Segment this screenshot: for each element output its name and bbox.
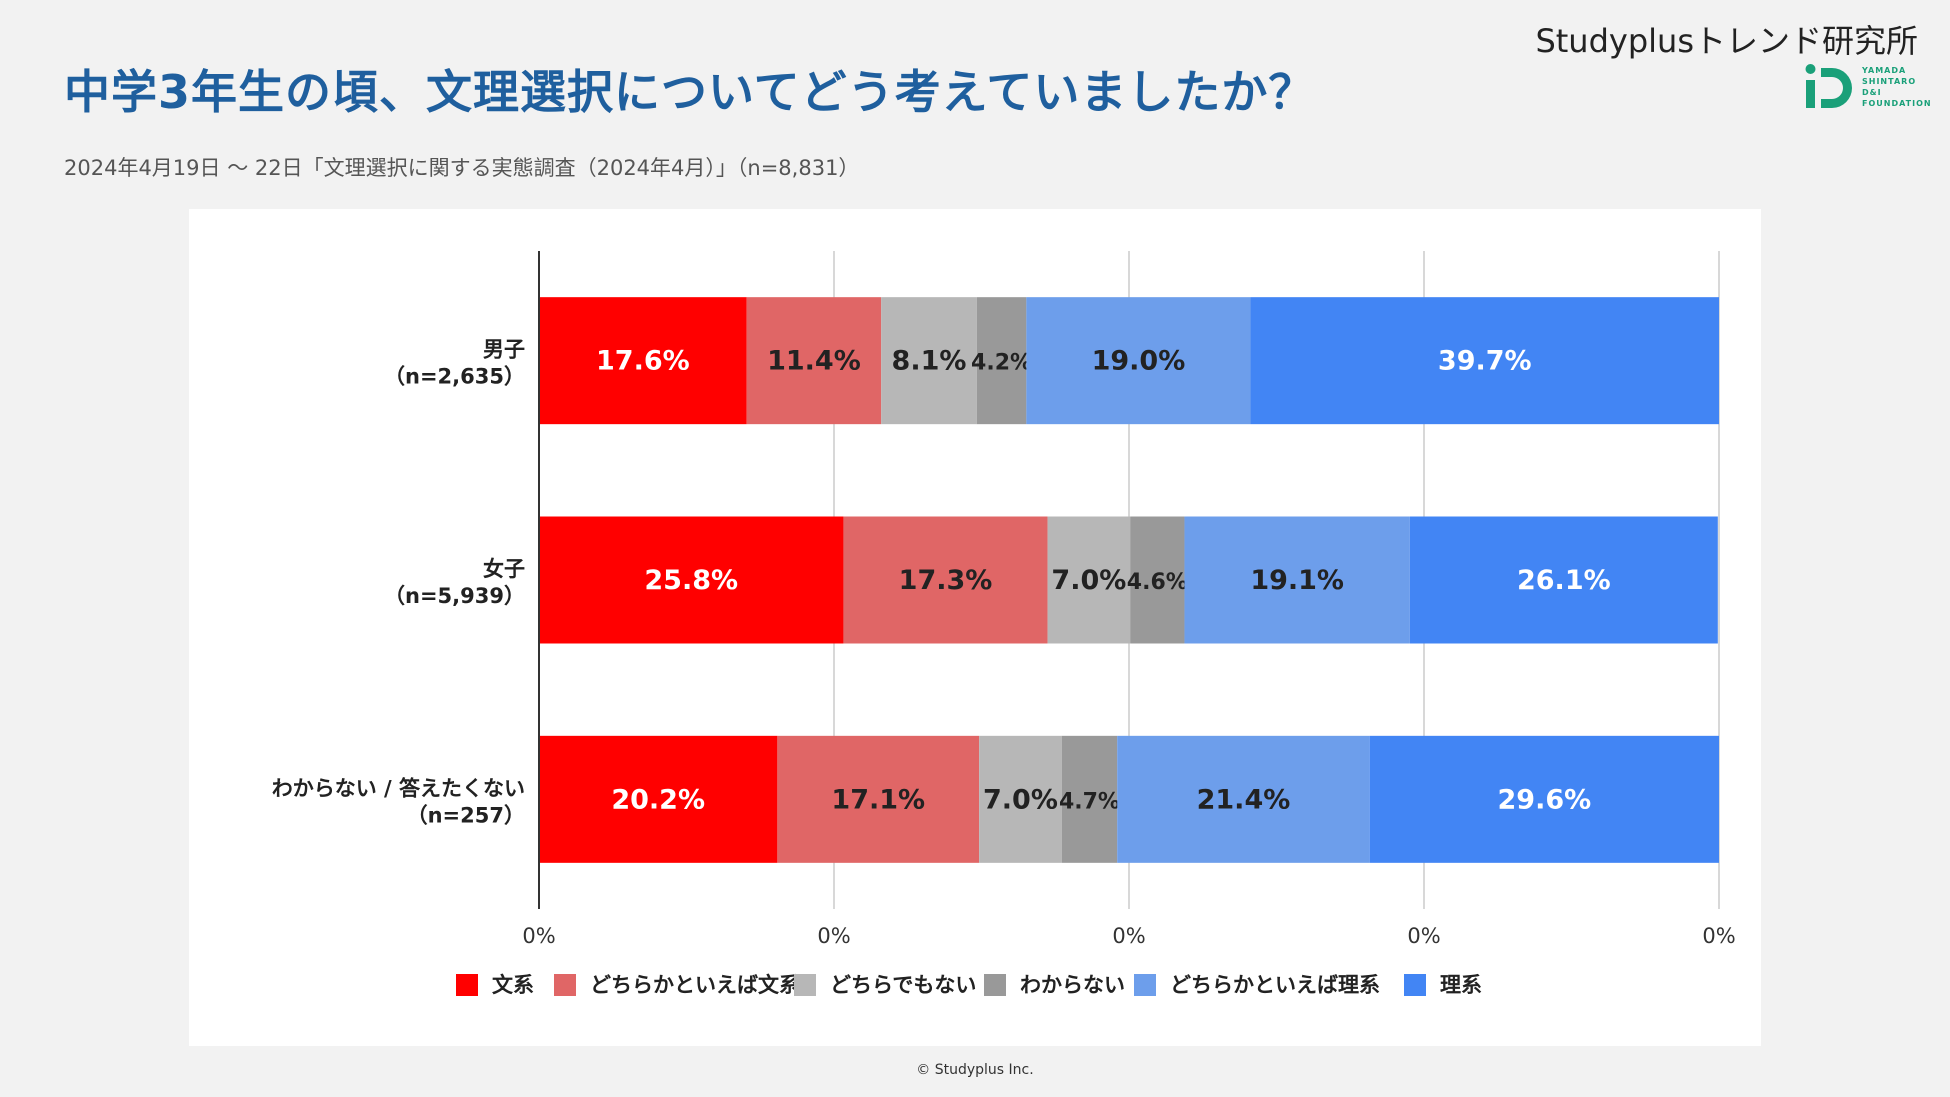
data-label: 4.2% <box>971 351 1032 376</box>
legend-label: わからない <box>1020 973 1125 997</box>
data-label: 39.7% <box>1438 346 1532 377</box>
data-label: 7.0% <box>1051 565 1126 596</box>
bar-segment <box>1061 735 1118 863</box>
x-tick-label: 0% <box>817 924 850 948</box>
legend-swatch <box>1134 974 1156 996</box>
bar-segment <box>1369 735 1719 863</box>
data-label: 19.0% <box>1092 346 1186 377</box>
data-label: 25.8% <box>644 565 738 596</box>
data-label: 19.1% <box>1250 565 1344 596</box>
x-tick-label: 0% <box>1112 924 1145 948</box>
bar-segment <box>1409 516 1718 644</box>
logo-line: D&I <box>1862 88 1882 97</box>
category-label: （n=2,635） <box>384 365 525 389</box>
bar-segment <box>1130 516 1185 644</box>
data-label: 8.1% <box>892 346 967 377</box>
bar-segment <box>1047 516 1131 644</box>
legend-swatch <box>794 974 816 996</box>
data-label: 4.7% <box>1059 789 1120 814</box>
bar-segment <box>777 735 980 863</box>
bar-segment <box>1250 297 1719 425</box>
category-label: 男子 <box>483 338 525 362</box>
legend-label: どちらかといえば文系 <box>590 973 800 997</box>
bar-segment <box>843 516 1048 644</box>
logo-line: YAMADA <box>1862 66 1907 75</box>
data-label: 17.3% <box>899 565 993 596</box>
chart-panel: 17.6% 11.4% 8.1% 4.2% 19.0% 39.7% 男子 （n=2,635） 2… <box>189 209 1761 1046</box>
category-label: 女子 <box>483 557 525 581</box>
data-label: 21.4% <box>1197 784 1291 815</box>
bar-segment <box>976 297 1027 425</box>
legend-label: 文系 <box>492 973 534 997</box>
page-title: 中学3年生の頃、文理選択についてどう考えていましたか？ <box>64 65 1316 119</box>
brand-name: Studyplusトレンド研究所 <box>1535 22 1918 60</box>
bar-segment <box>539 297 747 425</box>
x-tick-label: 0% <box>1702 924 1735 948</box>
data-label: 26.1% <box>1517 565 1611 596</box>
data-label: 4.6% <box>1127 570 1188 595</box>
legend-label: 理系 <box>1440 973 1482 997</box>
bar-segment <box>1117 735 1370 863</box>
foundation-logo-mark <box>1805 64 1852 108</box>
bar-segment <box>539 516 844 644</box>
category-label: （n=5,939） <box>384 584 525 608</box>
data-label: 29.6% <box>1498 784 1592 815</box>
bar-segment <box>881 297 977 425</box>
legend-swatch <box>1404 974 1426 996</box>
bar-segment <box>746 297 882 425</box>
bar-segment <box>1026 297 1251 425</box>
data-label: 11.4% <box>767 346 861 377</box>
x-tick-label: 0% <box>522 924 555 948</box>
foundation-logo-text: YAMADA SHINTARO D&I FOUNDATION <box>1862 65 1932 109</box>
x-tick-label: 0% <box>1407 924 1440 948</box>
data-label: 20.2% <box>611 784 705 815</box>
bar-segment <box>1184 516 1410 644</box>
data-label: 17.6% <box>596 346 690 377</box>
foundation-logo: YAMADA SHINTARO D&I FOUNDATION <box>1804 60 1934 120</box>
logo-line: SHINTARO <box>1862 77 1917 86</box>
legend-swatch <box>456 974 478 996</box>
bar-segment <box>979 735 1062 863</box>
legend-swatch <box>554 974 576 996</box>
legend-label: どちらかといえば理系 <box>1170 973 1380 997</box>
data-label: 17.1% <box>831 784 925 815</box>
data-label: 7.0% <box>983 784 1058 815</box>
category-label: （n=257） <box>407 803 525 827</box>
legend-swatch <box>984 974 1006 996</box>
copyright: © Studyplus Inc. <box>916 1062 1034 1078</box>
logo-line: FOUNDATION <box>1862 99 1932 108</box>
legend-label: どちらでもない <box>830 973 976 997</box>
survey-subtitle: 2024年4月19日 〜 22日「文理選択に関する実態調査（2024年4月）」（… <box>64 156 860 180</box>
bar-segment <box>539 735 778 863</box>
category-label: わからない / 答えたくない <box>272 776 525 800</box>
stacked-bar-chart: 17.6% 11.4% 8.1% 4.2% 19.0% 39.7% 男子 （n=2,635） 2… <box>272 251 1736 997</box>
